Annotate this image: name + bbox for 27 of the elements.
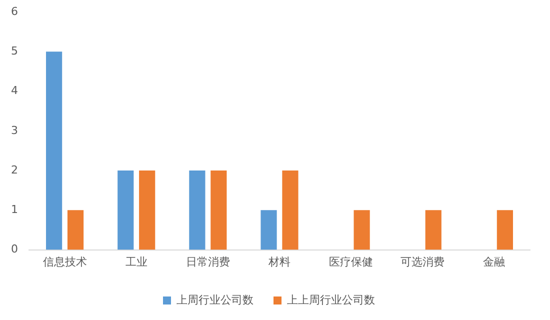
y-tick-label: 4 — [11, 84, 18, 98]
y-tick-label: 0 — [11, 242, 18, 256]
y-tick-label: 3 — [11, 124, 18, 137]
y-tick-label: 1 — [11, 203, 18, 216]
x-tick-label: 可选消费 — [400, 255, 445, 268]
bar — [210, 170, 227, 250]
x-tick-label: 材料 — [268, 255, 290, 268]
x-tick-label: 医疗保健 — [329, 255, 374, 268]
legend-label: 上上周行业公司数 — [287, 293, 375, 306]
y-tick-label: 6 — [11, 4, 18, 18]
bar — [118, 170, 134, 250]
x-tick-label: 金融 — [483, 255, 506, 268]
y-tick-label: 5 — [11, 44, 18, 58]
bar — [496, 210, 513, 250]
legend-label: 上周行业公司数 — [176, 293, 254, 306]
x-tick-label: 日常消费 — [186, 255, 230, 268]
bar — [260, 210, 277, 250]
bar — [354, 210, 370, 250]
bar — [282, 170, 298, 250]
y-tick-label: 2 — [11, 163, 18, 176]
x-tick-label: 信息技术 — [42, 255, 87, 268]
bar — [425, 210, 442, 250]
bar — [139, 170, 156, 250]
bar — [67, 210, 84, 250]
x-tick-label: 工业 — [125, 255, 148, 268]
bar — [189, 170, 206, 250]
bar — [46, 52, 62, 250]
